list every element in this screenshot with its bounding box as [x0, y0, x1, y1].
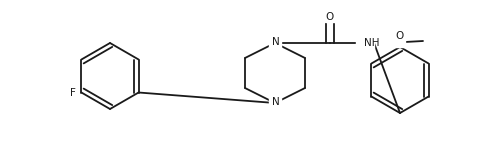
Bar	[65, 88, 77, 97]
Bar	[269, 97, 281, 109]
Text: N: N	[272, 37, 280, 47]
Text: O: O	[396, 31, 404, 41]
Text: NH: NH	[364, 38, 379, 48]
Text: O: O	[326, 12, 334, 22]
Bar	[269, 37, 281, 49]
Bar	[325, 12, 335, 22]
Bar	[395, 37, 405, 47]
Bar	[356, 37, 374, 49]
Text: N: N	[272, 97, 280, 107]
Text: F: F	[69, 88, 75, 97]
